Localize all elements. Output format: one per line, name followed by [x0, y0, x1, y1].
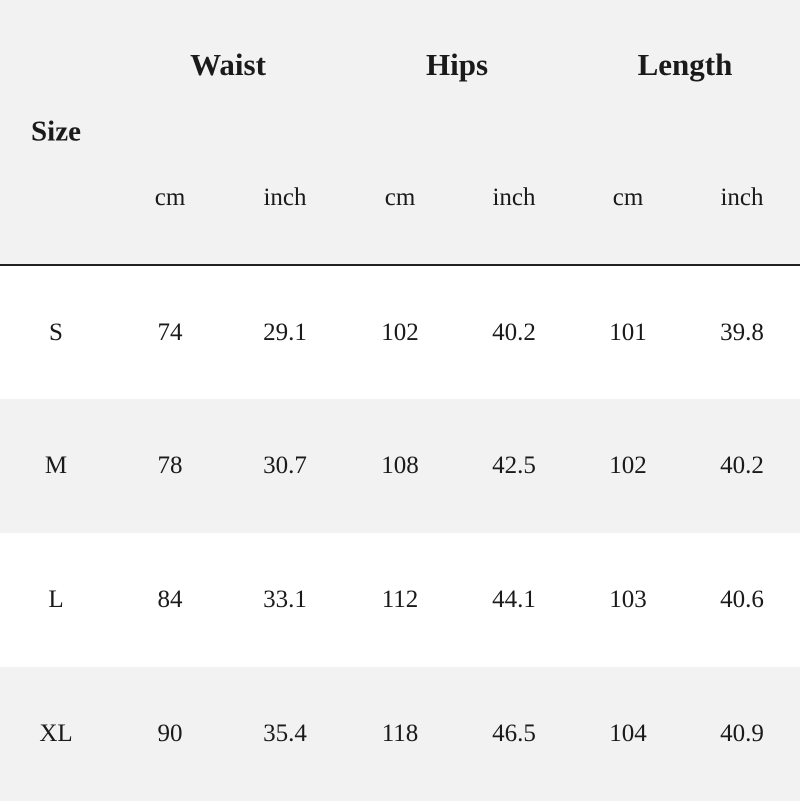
value-cell: 74: [157, 319, 183, 346]
column-group-waist: Waist: [190, 47, 266, 82]
value-cell: 40.2: [492, 319, 536, 346]
value-cell: 40.9: [720, 720, 764, 747]
value-cell: 46.5: [492, 720, 536, 747]
table-row: L 84 33.1 112 44.1 103 40.6: [0, 533, 800, 667]
table-row: S 74 29.1 102 40.2 101 39.8: [0, 266, 800, 400]
value-cell: 29.1: [263, 319, 307, 346]
table-header: Waist Hips Length Size cm inch cm inch c…: [0, 0, 800, 264]
value-cell: 101: [609, 319, 647, 346]
value-cell: 112: [381, 586, 419, 613]
value-cell: 103: [609, 586, 647, 613]
value-cell: 102: [381, 319, 419, 346]
size-cell: L: [48, 586, 64, 613]
value-cell: 104: [609, 720, 647, 747]
value-cell: 84: [157, 586, 183, 613]
value-cell: 30.7: [263, 452, 307, 479]
value-cell: 33.1: [263, 586, 307, 613]
unit-header: cm: [612, 184, 644, 211]
header-divider: [0, 264, 800, 266]
value-cell: 108: [381, 452, 419, 479]
column-header-size: Size: [31, 115, 81, 148]
size-cell: XL: [39, 720, 73, 747]
unit-header: cm: [154, 184, 186, 211]
value-cell: 102: [609, 452, 647, 479]
value-cell: 39.8: [720, 319, 764, 346]
value-cell: 78: [157, 452, 183, 479]
unit-header: inch: [720, 184, 764, 211]
column-group-length: Length: [637, 47, 733, 82]
value-cell: 90: [157, 720, 183, 747]
value-cell: 40.2: [720, 452, 764, 479]
value-cell: 42.5: [492, 452, 536, 479]
value-cell: 40.6: [720, 586, 764, 613]
unit-header: inch: [263, 184, 307, 211]
value-cell: 44.1: [492, 586, 536, 613]
unit-header: inch: [492, 184, 536, 211]
table-row: XL 90 35.4 118 46.5 104 40.9: [0, 667, 800, 801]
size-cell: M: [44, 452, 68, 479]
unit-header: cm: [384, 184, 416, 211]
table-row: M 78 30.7 108 42.5 102 40.2: [0, 399, 800, 533]
column-group-hips: Hips: [425, 47, 489, 82]
value-cell: 118: [381, 720, 419, 747]
size-cell: S: [49, 319, 63, 346]
value-cell: 35.4: [263, 720, 307, 747]
